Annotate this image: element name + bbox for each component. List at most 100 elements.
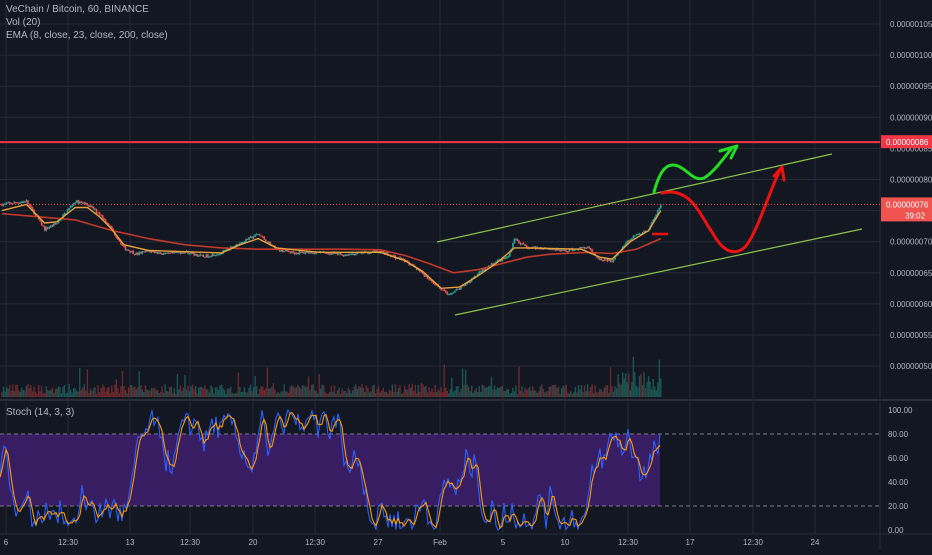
candle-body [27,200,29,204]
volume-bar [188,391,191,397]
candle-body [524,244,526,246]
candle-body [452,292,455,294]
candle-body [632,236,635,239]
volume-bar [344,390,346,397]
candle-body [335,252,337,254]
candle-body [176,252,179,254]
candle-body [600,258,603,261]
volume-bar [381,390,383,397]
volume-bar [405,389,407,397]
volume-bar [283,384,285,397]
volume-bar [429,391,432,397]
volume-bar [310,384,313,397]
volume-bar [170,386,172,397]
candle-body [426,275,429,279]
volume-bar [152,388,154,397]
candle-body [181,252,183,254]
candle-body [165,252,168,254]
volume-bar [361,384,363,397]
volume-bar [103,386,105,397]
candle-body [178,252,180,254]
volume-bar [596,392,598,397]
time-tick-label: 12:30 [743,538,764,547]
candle-body [551,249,554,251]
candle-body [566,251,569,253]
candle-body [21,201,23,203]
candle-body [175,251,177,253]
stoch-tick-label: 100.00 [888,406,913,415]
ema-legend[interactable]: EMA (8, close, 23, close, 200, close) [6,30,168,41]
candle-body [59,219,61,222]
volume-legend[interactable]: Vol (20) [6,17,41,28]
volume-bar [86,369,89,397]
volume-bar [295,387,298,397]
candle-body [333,252,336,254]
volume-bar [182,387,185,397]
volume-bar [138,371,140,397]
candle-body [260,235,263,237]
candle-body [614,256,616,260]
volume-bar [321,384,323,397]
candle-body [92,206,95,210]
candle-body [109,226,112,228]
channel-upper-line[interactable] [436,153,833,243]
volume-bar [504,391,506,397]
volume-bar [313,390,316,397]
volume-bar [425,386,427,397]
volume-bar [449,389,452,397]
volume-bar [582,392,584,397]
volume-bar [80,389,82,397]
candle-body [515,239,517,241]
volume-bar [528,386,531,397]
channel-lower-line[interactable] [454,228,863,316]
bearish-then-bullish-projection[interactable] [660,168,782,254]
volume-bar [300,388,302,397]
volume-bar [265,388,267,397]
candle-body [483,269,485,271]
volume-bar [217,389,220,397]
candle-body [254,234,256,237]
volume-bar [82,387,84,397]
candle-body [153,251,156,253]
candle-body [120,241,122,245]
volume-bar [251,391,253,397]
volume-bar [255,386,258,397]
volume-bar [362,388,365,397]
candle-body [409,264,412,266]
candle-body [441,289,444,291]
stoch-tick-label: 0.00 [888,526,904,535]
time-tick-label: 12:30 [180,538,201,547]
candle-body [231,246,234,248]
candle-body [155,251,157,253]
candle-body [45,227,48,231]
bullish-projection-arrow[interactable] [652,146,734,194]
candle-body [516,239,519,241]
candle-body [107,224,110,227]
candle-body [402,258,404,260]
volume-bar [47,390,49,397]
volume-bar [611,386,613,397]
volume-bar [632,356,635,397]
volume-bar [40,386,43,397]
volume-bar [51,387,54,397]
candle-body [374,250,377,252]
candle-body [16,202,19,204]
stoch-legend[interactable]: Stoch (14, 3, 3) [6,407,75,418]
candle-body [556,248,558,251]
volume-bar [547,390,549,397]
volume-bar [339,393,342,397]
volume-bar [316,393,319,397]
volume-bar [443,364,445,397]
price-tick-label: 0.00000100 [890,51,932,60]
volume-bar [91,391,93,397]
candle-body [226,248,229,250]
volume-bar [385,391,387,397]
candle-body [329,253,331,255]
candle-body [242,242,244,244]
volume-bar [94,387,96,397]
candle-body [312,253,314,255]
volume-bar [448,393,450,397]
volume-bar [97,385,99,397]
